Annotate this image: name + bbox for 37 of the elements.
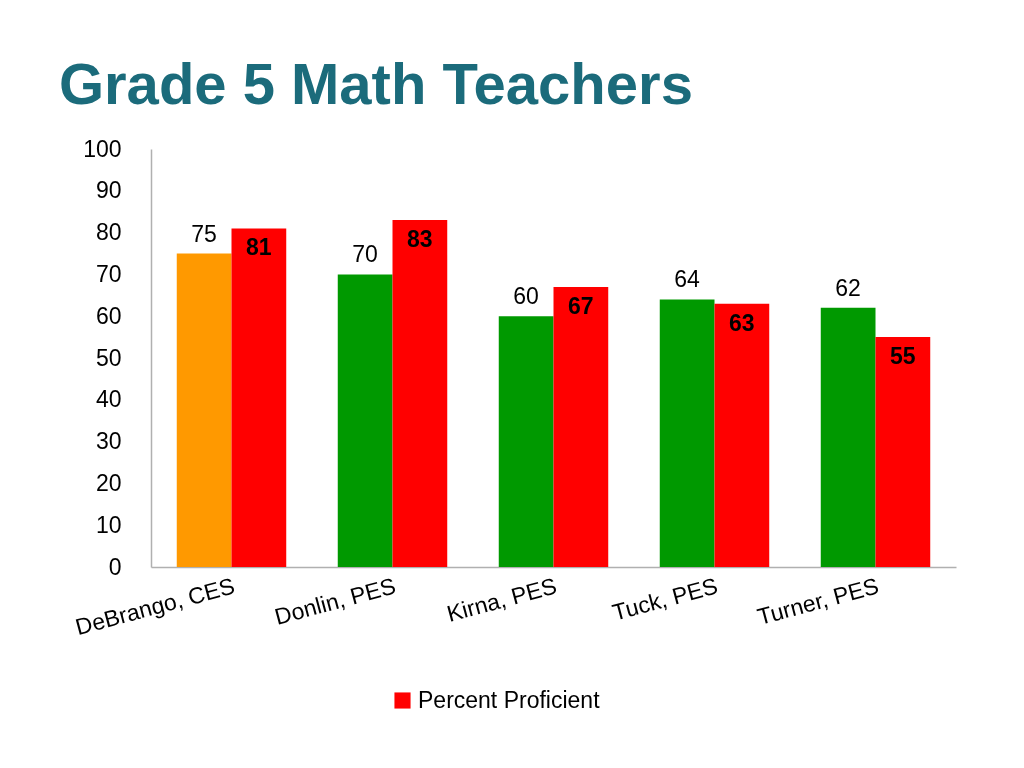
y-tick-label: 20	[95, 469, 122, 496]
y-tick-label: 80	[95, 219, 122, 246]
data-label: 55	[890, 343, 916, 370]
chart-title: Grade 5 Math Teachers	[58, 51, 693, 116]
x-tick-label: Tuck, PES	[609, 572, 721, 626]
x-tick-label: Turner, PES	[754, 572, 882, 630]
data-label: 75	[191, 220, 217, 247]
bar	[337, 274, 393, 567]
bar	[659, 299, 715, 567]
y-tick-label: 30	[95, 428, 122, 455]
bar	[875, 337, 931, 567]
y-tick-label: 100	[83, 135, 122, 162]
data-label: 81	[246, 234, 272, 261]
data-label: 62	[835, 274, 861, 301]
bar	[714, 303, 770, 567]
legend-label: Percent Proficient	[418, 686, 601, 713]
y-tick-label: 60	[95, 302, 122, 329]
bar	[176, 253, 232, 567]
y-tick-label: 50	[95, 344, 122, 371]
x-tick-label: Kirna, PES	[444, 572, 560, 627]
data-label: 67	[568, 292, 594, 319]
data-label: 70	[352, 241, 378, 268]
y-tick-label: 40	[95, 386, 122, 413]
y-tick-label: 90	[95, 177, 122, 204]
bar	[392, 220, 448, 567]
y-tick-label: 10	[95, 511, 122, 538]
bar	[820, 307, 876, 567]
bar	[231, 228, 287, 567]
data-label: 63	[729, 309, 755, 336]
x-tick-label: Donlin, PES	[271, 572, 399, 630]
bar	[498, 316, 554, 567]
data-label: 64	[674, 266, 701, 293]
data-label: 60	[513, 283, 539, 310]
data-label: 83	[407, 226, 433, 253]
bar	[553, 286, 609, 567]
y-tick-label: 0	[108, 553, 122, 580]
y-tick-label: 70	[95, 260, 122, 287]
